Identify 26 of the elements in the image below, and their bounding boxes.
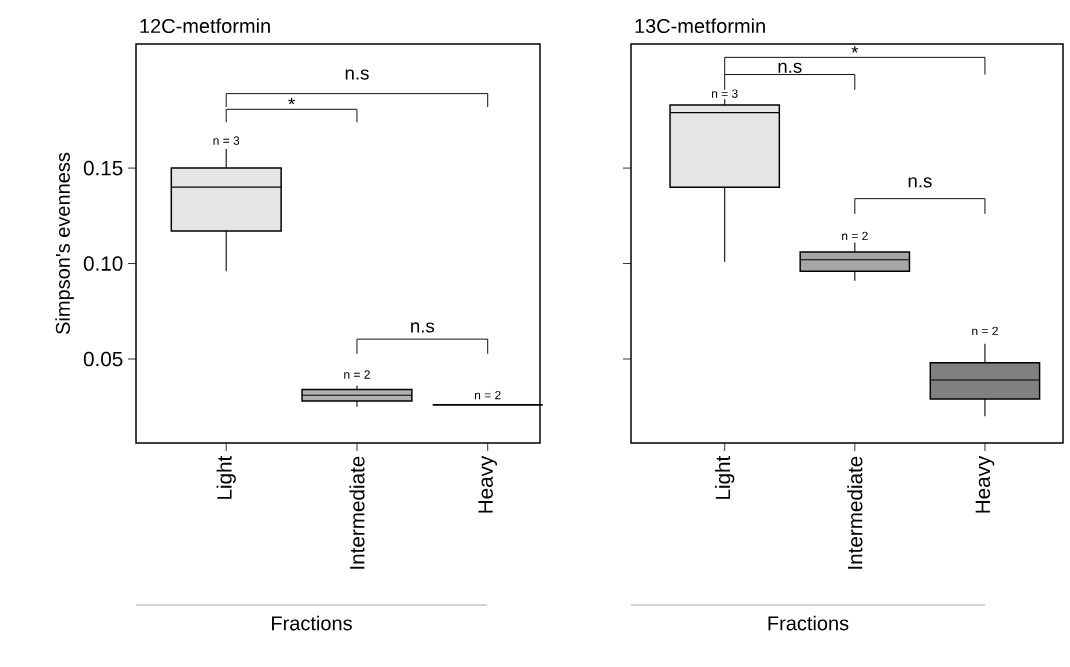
annotation: n = 2 <box>474 390 501 400</box>
annotation: n = 3 <box>213 136 240 145</box>
x-tick-label: Light <box>715 455 735 499</box>
x-axis-title: Fractions <box>768 615 849 631</box>
x-tick-label: Heavy <box>975 455 995 513</box>
x-tick-label: Light <box>216 455 236 499</box>
x-tick-label: Heavy <box>478 455 497 513</box>
annotation: n.s <box>778 62 802 73</box>
chart-title: 13C-metformin <box>635 18 765 34</box>
x-axis-title: Fractions <box>272 615 352 631</box>
annotation: n.s <box>345 69 369 80</box>
annotation: n.s <box>411 322 435 333</box>
y-tick-label: 0.10 <box>83 256 123 271</box>
annotation: n = 2 <box>842 231 868 241</box>
annotation: * <box>851 46 859 53</box>
x-tick-label: Intermediate <box>349 456 365 569</box>
y-tick-label: 0.05 <box>83 351 123 367</box>
y-axis-title: Simpson's evenness <box>55 152 74 334</box>
annotation: * <box>288 97 295 105</box>
y-tick-label: 0.15 <box>83 160 123 176</box>
annotation: n.s <box>908 177 932 188</box>
annotation: n = 3 <box>711 89 738 98</box>
x-tick-label: Intermediate <box>847 456 863 569</box>
chart-title: 12C-metformin <box>140 18 270 34</box>
annotation: n = 2 <box>344 370 370 379</box>
annotation: n = 2 <box>972 326 998 336</box>
